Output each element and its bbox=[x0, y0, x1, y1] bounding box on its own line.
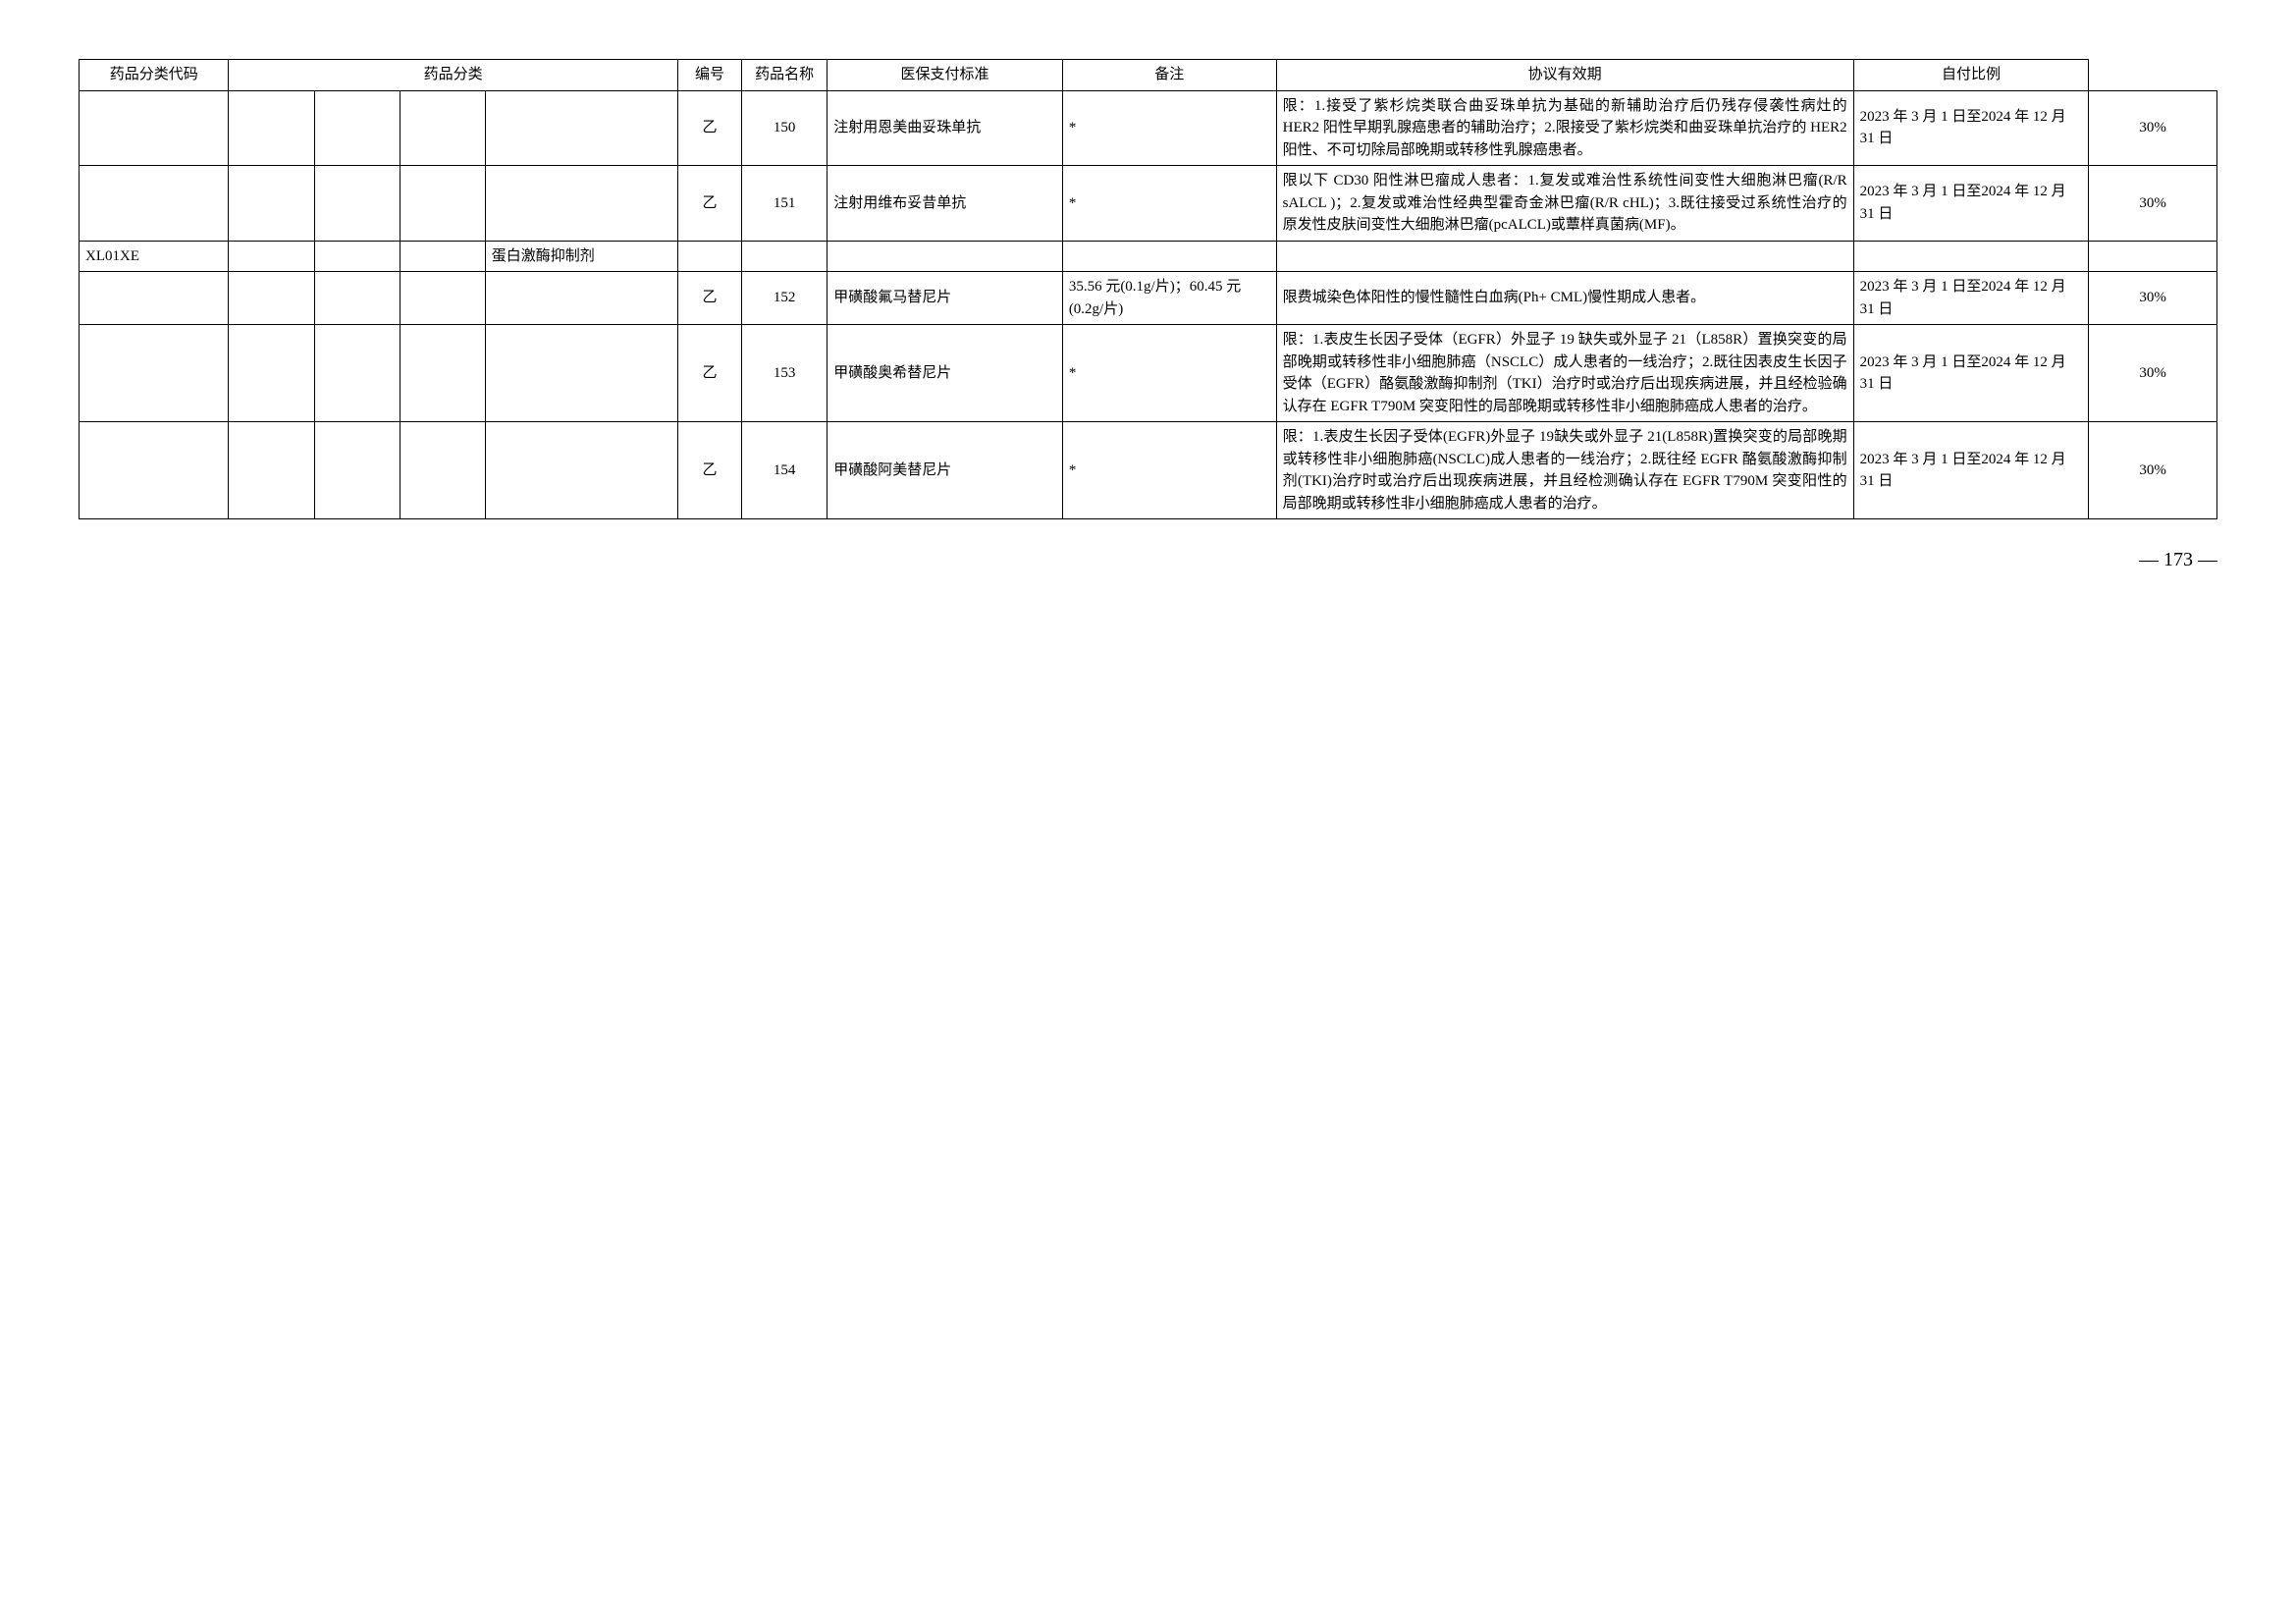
cell-cat3 bbox=[400, 166, 485, 242]
cell-code bbox=[80, 325, 229, 422]
cell-period: 2023 年 3 月 1 日至2024 年 12 月 31 日 bbox=[1853, 166, 2089, 242]
cell-period bbox=[1853, 241, 2089, 272]
cell-cat1 bbox=[229, 272, 314, 325]
cell-grade: 乙 bbox=[677, 166, 741, 242]
cell-code: XL01XE bbox=[80, 241, 229, 272]
cell-cat4 bbox=[485, 422, 677, 519]
cell-remark bbox=[1276, 241, 1853, 272]
cell-ratio: 30% bbox=[2089, 325, 2217, 422]
cell-standard bbox=[1062, 241, 1276, 272]
cell-cat2 bbox=[314, 90, 400, 166]
cell-grade: 乙 bbox=[677, 90, 741, 166]
cell-cat1 bbox=[229, 325, 314, 422]
table-row: 乙 152 甲磺酸氟马替尼片 35.56 元(0.1g/片)；60.45 元(0… bbox=[80, 272, 2217, 325]
header-name: 药品名称 bbox=[742, 60, 828, 91]
cell-remark: 限：1.表皮生长因子受体(EGFR)外显子 19缺失或外显子 21(L858R)… bbox=[1276, 422, 1853, 519]
cell-cat1 bbox=[229, 90, 314, 166]
cell-code bbox=[80, 272, 229, 325]
table-row: 乙 150 注射用恩美曲妥珠单抗 * 限：1.接受了紫杉烷类联合曲妥珠单抗为基础… bbox=[80, 90, 2217, 166]
cell-cat2 bbox=[314, 325, 400, 422]
cell-code bbox=[80, 422, 229, 519]
cell-name: 甲磺酸阿美替尼片 bbox=[828, 422, 1063, 519]
cell-period: 2023 年 3 月 1 日至2024 年 12 月 31 日 bbox=[1853, 90, 2089, 166]
cell-standard: 35.56 元(0.1g/片)；60.45 元(0.2g/片) bbox=[1062, 272, 1276, 325]
cell-cat3 bbox=[400, 325, 485, 422]
header-remark: 备注 bbox=[1062, 60, 1276, 91]
table-body: 乙 150 注射用恩美曲妥珠单抗 * 限：1.接受了紫杉烷类联合曲妥珠单抗为基础… bbox=[80, 90, 2217, 519]
cell-cat4: 蛋白激酶抑制剂 bbox=[485, 241, 677, 272]
cell-remark: 限以下 CD30 阳性淋巴瘤成人患者：1.复发或难治性系统性间变性大细胞淋巴瘤(… bbox=[1276, 166, 1853, 242]
cell-grade: 乙 bbox=[677, 272, 741, 325]
cell-name bbox=[828, 241, 1063, 272]
cell-code bbox=[80, 166, 229, 242]
cell-num: 154 bbox=[742, 422, 828, 519]
cell-period: 2023 年 3 月 1 日至2024 年 12 月 31 日 bbox=[1853, 325, 2089, 422]
cell-ratio: 30% bbox=[2089, 166, 2217, 242]
cell-num bbox=[742, 241, 828, 272]
cell-standard: * bbox=[1062, 166, 1276, 242]
table-row: XL01XE 蛋白激酶抑制剂 bbox=[80, 241, 2217, 272]
cell-ratio bbox=[2089, 241, 2217, 272]
cell-ratio: 30% bbox=[2089, 422, 2217, 519]
cell-cat3 bbox=[400, 272, 485, 325]
cell-cat1 bbox=[229, 166, 314, 242]
cell-remark: 限费城染色体阳性的慢性髓性白血病(Ph+ CML)慢性期成人患者。 bbox=[1276, 272, 1853, 325]
cell-grade bbox=[677, 241, 741, 272]
cell-cat2 bbox=[314, 166, 400, 242]
cell-cat3 bbox=[400, 241, 485, 272]
cell-remark: 限：1.接受了紫杉烷类联合曲妥珠单抗为基础的新辅助治疗后仍残存侵袭性病灶的 HE… bbox=[1276, 90, 1853, 166]
cell-ratio: 30% bbox=[2089, 272, 2217, 325]
cell-code bbox=[80, 90, 229, 166]
cell-grade: 乙 bbox=[677, 422, 741, 519]
table-row: 乙 153 甲磺酸奥希替尼片 * 限：1.表皮生长因子受体（EGFR）外显子 1… bbox=[80, 325, 2217, 422]
table-header-row: 药品分类代码 药品分类 编号 药品名称 医保支付标准 备注 协议有效期 自付比例 bbox=[80, 60, 2217, 91]
cell-standard: * bbox=[1062, 325, 1276, 422]
cell-cat4 bbox=[485, 166, 677, 242]
cell-cat2 bbox=[314, 422, 400, 519]
cell-cat2 bbox=[314, 272, 400, 325]
cell-name: 甲磺酸氟马替尼片 bbox=[828, 272, 1063, 325]
cell-standard: * bbox=[1062, 90, 1276, 166]
header-standard: 医保支付标准 bbox=[828, 60, 1063, 91]
cell-ratio: 30% bbox=[2089, 90, 2217, 166]
cell-cat4 bbox=[485, 325, 677, 422]
cell-cat2 bbox=[314, 241, 400, 272]
cell-name: 注射用维布妥昔单抗 bbox=[828, 166, 1063, 242]
cell-cat3 bbox=[400, 90, 485, 166]
cell-num: 150 bbox=[742, 90, 828, 166]
table-row: 乙 154 甲磺酸阿美替尼片 * 限：1.表皮生长因子受体(EGFR)外显子 1… bbox=[80, 422, 2217, 519]
header-ratio: 自付比例 bbox=[1853, 60, 2089, 91]
cell-cat4 bbox=[485, 90, 677, 166]
cell-period: 2023 年 3 月 1 日至2024 年 12 月 31 日 bbox=[1853, 272, 2089, 325]
page-number: — 173 — bbox=[79, 549, 2217, 571]
cell-grade: 乙 bbox=[677, 325, 741, 422]
cell-cat4 bbox=[485, 272, 677, 325]
cell-remark: 限：1.表皮生长因子受体（EGFR）外显子 19 缺失或外显子 21（L858R… bbox=[1276, 325, 1853, 422]
cell-cat3 bbox=[400, 422, 485, 519]
cell-name: 注射用恩美曲妥珠单抗 bbox=[828, 90, 1063, 166]
cell-num: 151 bbox=[742, 166, 828, 242]
cell-period: 2023 年 3 月 1 日至2024 年 12 月 31 日 bbox=[1853, 422, 2089, 519]
cell-cat1 bbox=[229, 422, 314, 519]
cell-num: 152 bbox=[742, 272, 828, 325]
cell-name: 甲磺酸奥希替尼片 bbox=[828, 325, 1063, 422]
table-row: 乙 151 注射用维布妥昔单抗 * 限以下 CD30 阳性淋巴瘤成人患者：1.复… bbox=[80, 166, 2217, 242]
header-code: 药品分类代码 bbox=[80, 60, 229, 91]
cell-num: 153 bbox=[742, 325, 828, 422]
header-category: 药品分类 bbox=[229, 60, 677, 91]
cell-cat1 bbox=[229, 241, 314, 272]
header-period: 协议有效期 bbox=[1276, 60, 1853, 91]
header-number: 编号 bbox=[677, 60, 741, 91]
cell-standard: * bbox=[1062, 422, 1276, 519]
drug-classification-table: 药品分类代码 药品分类 编号 药品名称 医保支付标准 备注 协议有效期 自付比例… bbox=[79, 59, 2217, 519]
